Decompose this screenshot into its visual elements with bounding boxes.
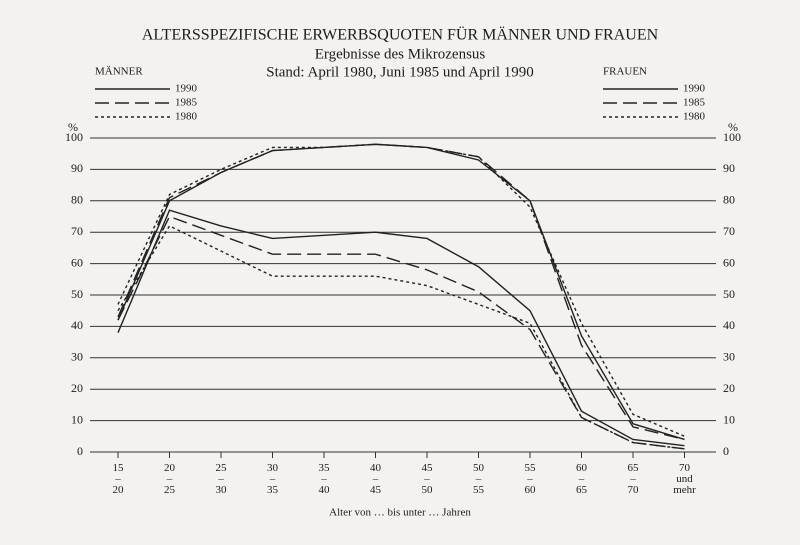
- x-tick-label: 70 und mehr: [673, 462, 696, 496]
- chart-subtitle: Ergebnisse des Mikrozensus: [315, 46, 486, 62]
- y-tick-label: 10: [71, 412, 83, 426]
- legend-label: 1990: [175, 83, 198, 95]
- x-tick-label: 65–70: [628, 462, 640, 496]
- y-tick-label: 80: [71, 193, 83, 207]
- chart-title: ALTERSSPEZIFISCHE ERWERBSQUOTEN FÜR MÄNN…: [142, 26, 659, 44]
- y2-tick-label: 0: [723, 444, 729, 458]
- y2-tick-label: 40: [723, 318, 735, 332]
- series-line: [117, 225, 685, 450]
- legend-label: 1985: [683, 97, 706, 109]
- y-tick-label: 50: [71, 287, 83, 301]
- legend-title: FRAUEN: [603, 66, 647, 78]
- y2-tick-label: 100: [723, 130, 741, 144]
- y2-tick-label: 60: [723, 255, 735, 269]
- y-tick-label: 20: [71, 381, 83, 395]
- series-line: [117, 209, 685, 447]
- legend-label: 1990: [683, 83, 706, 95]
- y-tick-label: 0: [77, 444, 83, 458]
- y2-unit: %: [728, 120, 738, 134]
- y-tick-label: 100: [65, 130, 83, 144]
- y2-tick-label: 80: [723, 193, 735, 207]
- y-tick-label: 90: [71, 161, 83, 175]
- x-tick-label: 25–30: [216, 462, 228, 496]
- y2-tick-label: 90: [723, 161, 735, 175]
- x-tick-label: 20–25: [164, 462, 176, 496]
- y-unit: %: [68, 120, 78, 134]
- y-tick-label: 40: [71, 318, 83, 332]
- x-tick-label: 50–55: [473, 462, 485, 496]
- y2-tick-label: 70: [723, 224, 735, 238]
- legend-label: 1980: [683, 111, 706, 123]
- y2-tick-label: 10: [723, 412, 735, 426]
- x-tick-label: 30–35: [267, 462, 279, 496]
- x-tick-label: 15–20: [113, 462, 125, 496]
- x-axis-label: Alter von … bis unter … Jahren: [329, 507, 471, 519]
- x-tick-label: 60–65: [576, 462, 588, 496]
- legend-label: 1980: [175, 111, 198, 123]
- legend-label: 1985: [175, 97, 198, 109]
- y-tick-label: 30: [71, 350, 83, 364]
- chart-subtitle: Stand: April 1980, Juni 1985 und April 1…: [266, 64, 534, 80]
- y2-tick-label: 30: [723, 350, 735, 364]
- y-tick-label: 70: [71, 224, 83, 238]
- y2-tick-label: 50: [723, 287, 735, 301]
- x-tick-label: 45–50: [422, 462, 434, 496]
- y2-tick-label: 20: [723, 381, 735, 395]
- x-tick-label: 35–40: [319, 462, 331, 496]
- y-tick-label: 60: [71, 255, 83, 269]
- x-tick-label: 55–60: [525, 462, 537, 496]
- legend-title: MÄNNER: [95, 66, 143, 78]
- series-line: [117, 143, 685, 441]
- series-line: [117, 143, 685, 437]
- x-tick-label: 40–45: [370, 462, 382, 496]
